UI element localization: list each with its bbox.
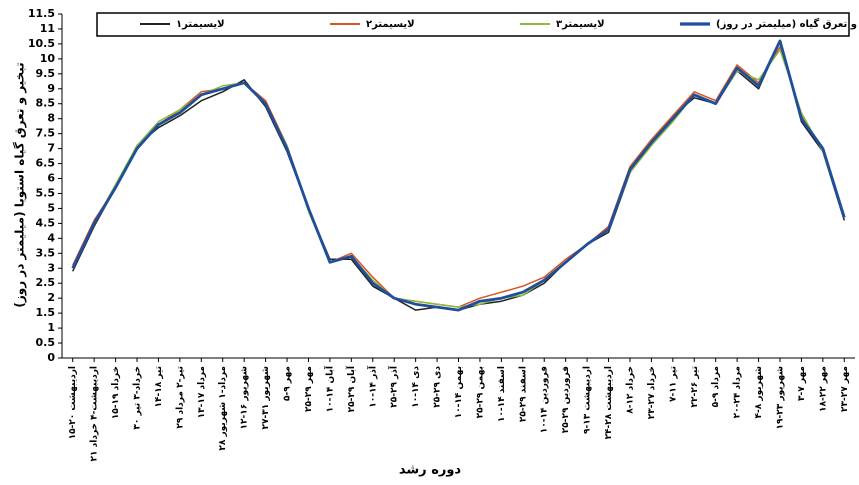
x-tick-label: ۲۴-۲۸ اردیبهشت [604, 366, 614, 439]
x-tick-label: ۱۹-۲۳ شهریور [775, 366, 785, 430]
y-tick-label: 8.5 [36, 97, 56, 110]
y-tick-label: 10.5 [28, 37, 55, 50]
y-tick-label: 0.5 [36, 336, 56, 349]
legend-label: لایسیمتر۳ [556, 19, 605, 30]
x-axis-title: دوره رشد [399, 463, 462, 478]
y-tick-label: 6 [47, 172, 55, 185]
y-tick-label: 5.5 [36, 186, 56, 199]
y-tick-label: 7.5 [36, 127, 56, 140]
legend-label: لایسیمتر۲ [366, 19, 415, 30]
y-axis-title: تبخیر و تعرق گیاه استویا (میلیمتر در روز… [13, 62, 28, 307]
y-tick-label: 3.5 [36, 246, 56, 259]
x-tick-label: ۱۵-۱۹ خرداد [111, 366, 121, 419]
x-tick-label: ۲۵-۲۹ بهمن [475, 366, 485, 418]
series-line [72, 49, 846, 308]
y-tick-label: 11 [40, 22, 55, 35]
y-tick-label: 1 [47, 321, 55, 334]
y-tick-label: 2 [47, 291, 55, 304]
x-tick-label: ۴-۸ شهریور [754, 366, 764, 419]
x-tick-label: ۲۲-۲۶ تیر [690, 366, 700, 408]
x-tick-label: ۲۰-۲۴ مرداد [733, 366, 743, 418]
y-tick-label: 9 [47, 82, 55, 95]
x-tick-label: ۲۵-۲۹ دی [433, 366, 443, 408]
x-tick-label: ۲۵-۲۹ آذر [388, 365, 400, 408]
y-tick-label: 0 [47, 351, 55, 364]
y-tick-label: 7 [47, 142, 55, 155]
x-tick-label: ۲۸ مرداد-۱ شهریور [218, 366, 228, 451]
x-tick-label: ۱۰-۱۴ بهمن [454, 366, 464, 418]
y-tick-label: 2.5 [36, 276, 56, 289]
legend-label: لایسیمتر۱ [176, 19, 225, 30]
y-tick-label: 5 [47, 201, 55, 214]
x-tick-label: ۵-۹ مهر [283, 366, 293, 401]
x-tick-label: ۱۸-۲۲ مهر [818, 366, 828, 412]
y-tick-label: 4 [47, 231, 55, 244]
x-tick-label: ۲۵-۲۹ مهر [304, 366, 314, 412]
x-tick-label: ۲۱ اردیبهشت-۴ خرداد [90, 366, 100, 461]
x-tick-label: ۱۳-۱۷ مرداد [197, 366, 207, 418]
y-tick-label: 6.5 [36, 157, 56, 170]
x-tick-label: ۲۷-۳۱ شهریور [261, 366, 271, 430]
x-tick-label: ۱۰-۱۴ آبان [323, 365, 335, 412]
y-tick-label: 4.5 [36, 216, 56, 229]
x-tick-label: ۱۴-۱۸ تیر [154, 366, 164, 408]
x-tick-label: ۷-۱۱ تیر [668, 366, 678, 402]
x-tick-label: ۱۰-۱۴ دی [411, 366, 421, 408]
x-tick-label: ۱۵-۲۰ اردیبهشت [68, 366, 78, 439]
legend-box [96, 12, 850, 37]
x-tick-label: ۲۹ تیر-۲ مرداد [175, 366, 185, 429]
y-tick-label: 10 [40, 52, 56, 65]
y-tick-label: 1.5 [36, 306, 56, 319]
x-tick-label: ۲۵-۲۹ آبان [345, 365, 357, 412]
x-tick-label: ۲۵-۲۹ اسفند [518, 366, 528, 422]
x-tick-label: ۵-۹ مرداد [711, 366, 721, 407]
y-tick-label: 11.5 [28, 7, 55, 20]
x-tick-label: ۱۰-۱۴ آذر [366, 365, 378, 408]
x-tick-label: ۳۰ خرداد-۳ تیر [133, 366, 143, 430]
x-tick-label: ۲۵-۲۹ فروردین [561, 366, 571, 433]
y-tick-label: 8 [47, 112, 55, 125]
x-tick-label: ۲۳-۲۷ مهر [840, 366, 850, 412]
series-line [71, 39, 846, 312]
series-line [72, 46, 846, 308]
y-tick-label: 9.5 [36, 67, 56, 80]
x-tick-label: ۸-۱۲ خرداد [625, 366, 635, 414]
y-tick-label: 3 [47, 261, 55, 274]
x-tick-label: ۱۰-۱۴ اسفند [497, 366, 507, 422]
x-tick-label: ۳-۷ مهر [797, 366, 807, 401]
x-tick-label: ۱۰-۱۴ فروردین [540, 366, 550, 433]
x-tick-label: ۹-۱۳ اردیبهشت [583, 366, 593, 434]
x-tick-label: ۲۳-۲۷ خرداد [647, 366, 657, 419]
legend-label: تبخیر و تعرق گیاه (میلیمتر در روز) [716, 17, 859, 30]
x-tick-label: ۱۲-۱۶ شهریور [240, 366, 250, 430]
